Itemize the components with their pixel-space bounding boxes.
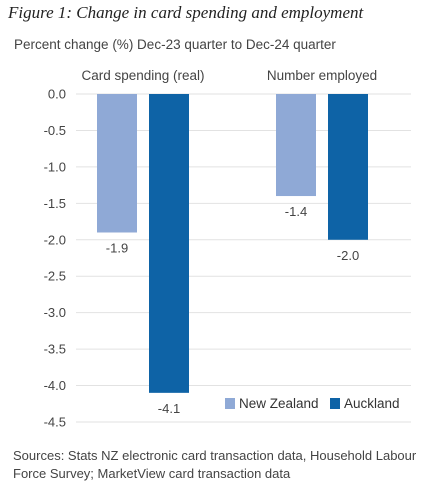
legend-swatch: [330, 398, 340, 409]
y-tick-label: -2.5: [44, 269, 66, 284]
bar-chart: 0.0-0.5-1.0-1.5-2.0-2.5-3.0-3.5-4.0-4.5 …: [44, 68, 411, 430]
category-label: Card spending (real): [81, 68, 204, 83]
chart-title: Figure 1: Change in card spending and em…: [8, 3, 364, 22]
legend-swatch: [225, 398, 235, 409]
y-axis-tick-labels: 0.0 -0.5 -1.0 -1.5 -2.0 -2.5 -3.0 -3.5 -4.0 -4.5: [44, 87, 66, 430]
chart-subtitle: Percent change (%) Dec-23 quarter to Dec…: [14, 37, 336, 52]
bars: [97, 94, 368, 393]
y-tick-label: -1.0: [44, 159, 66, 174]
category-labels: Card spending (real) Number employed: [81, 68, 377, 83]
y-tick-label: -4.5: [44, 415, 66, 430]
data-labels: -1.9 -4.1 -1.4 -2.0: [106, 204, 359, 416]
bar-auckland: [149, 94, 189, 393]
y-tick-label: -4.0: [44, 378, 66, 393]
bar-auckland: [328, 94, 368, 240]
sources-note: Sources: Stats NZ electronic card transa…: [13, 448, 417, 481]
y-tick-label: -1.5: [44, 196, 66, 211]
bar-new-zealand: [97, 94, 137, 233]
y-tick-label: -0.5: [44, 123, 66, 138]
y-tick-label: -3.5: [44, 342, 66, 357]
y-tick-label: 0.0: [48, 87, 66, 102]
bar-new-zealand: [276, 94, 316, 197]
legend-label: New Zealand: [239, 396, 319, 411]
category-label: Number employed: [267, 68, 377, 83]
legend-label: Auckland: [344, 396, 400, 411]
legend: New Zealand Auckland: [225, 396, 400, 411]
data-label: -2.0: [337, 248, 359, 263]
data-label: -1.9: [106, 240, 128, 255]
y-tick-label: -2.0: [44, 232, 66, 247]
data-label: -4.1: [158, 401, 180, 416]
y-tick-label: -3.0: [44, 305, 66, 320]
data-label: -1.4: [285, 204, 307, 219]
